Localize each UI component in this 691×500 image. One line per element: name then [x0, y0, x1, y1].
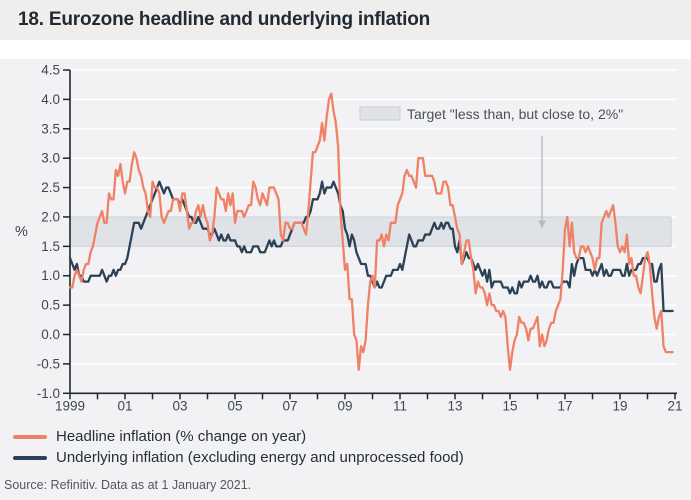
svg-text:1.0: 1.0	[41, 268, 60, 283]
source-note: Source: Refinitiv. Data as at 1 January …	[4, 478, 252, 492]
legend-label-headline: Headline inflation (% change on year)	[56, 428, 307, 445]
svg-text:19: 19	[612, 398, 627, 413]
svg-text:13: 13	[447, 398, 462, 413]
svg-text:15: 15	[502, 398, 517, 413]
svg-text:03: 03	[172, 398, 187, 413]
underlying-line-swatch	[13, 455, 47, 460]
svg-text:01: 01	[117, 398, 132, 413]
svg-text:4.0: 4.0	[41, 92, 60, 107]
inflation-chart: 4.5 4.0 3.5 3.0 2.5 2.0 1.5 1.0 0.5 0.0 -0.5 -1.0 1…	[15, 63, 683, 414]
legend-item-underlying: Underlying inflation (excluding energy a…	[13, 447, 464, 468]
svg-text:05: 05	[227, 398, 242, 413]
headline-line-swatch	[13, 434, 47, 439]
target-arrowhead-icon	[538, 220, 546, 229]
chart-panel: 4.5 4.0 3.5 3.0 2.5 2.0 1.5 1.0 0.5 0.0 -0.5 -1.0 1…	[0, 59, 691, 500]
svg-text:3.0: 3.0	[41, 151, 60, 166]
svg-text:2.0: 2.0	[41, 209, 60, 224]
chart-legend: Headline inflation (% change on year) Un…	[13, 426, 464, 468]
svg-text:-0.5: -0.5	[37, 356, 60, 371]
svg-text:3.5: 3.5	[41, 121, 60, 136]
svg-text:1.5: 1.5	[41, 239, 60, 254]
svg-text:0.0: 0.0	[41, 327, 60, 342]
svg-text:0.5: 0.5	[41, 298, 60, 313]
svg-text:2.5: 2.5	[41, 180, 60, 195]
chart-header: 18. Eurozone headline and underlying inf…	[0, 0, 691, 40]
svg-text:11: 11	[393, 398, 407, 413]
svg-text:17: 17	[557, 398, 572, 413]
target-band-swatch	[359, 106, 401, 121]
svg-text:4.5: 4.5	[41, 63, 60, 78]
target-annotation: Target "less than, but close to, 2%"	[359, 106, 623, 229]
target-annotation-label: Target "less than, but close to, 2%"	[407, 106, 623, 122]
y-axis: 4.5 4.0 3.5 3.0 2.5 2.0 1.5 1.0 0.5 0.0 -0.5 -1.0	[37, 63, 71, 401]
headline-series-line	[68, 92, 674, 371]
legend-label-underlying: Underlying inflation (excluding energy a…	[56, 449, 464, 466]
svg-text:1999: 1999	[55, 398, 85, 413]
target-band	[69, 216, 672, 247]
svg-text:21: 21	[667, 398, 682, 413]
svg-text:07: 07	[282, 398, 297, 413]
x-axis: 1999 01 03 05 07 09 11 13 15 17 19 21	[55, 392, 683, 413]
chart-title: 18. Eurozone headline and underlying inf…	[18, 9, 431, 30]
svg-text:09: 09	[337, 398, 352, 413]
svg-text:-1.0: -1.0	[37, 386, 60, 401]
y-axis-unit-label: %	[15, 224, 28, 240]
legend-item-headline: Headline inflation (% change on year)	[13, 426, 464, 447]
